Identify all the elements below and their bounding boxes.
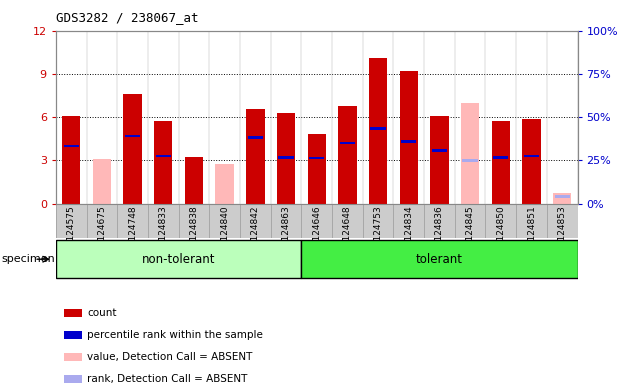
Text: GSM124748: GSM124748 xyxy=(128,205,137,260)
Bar xyxy=(248,136,263,139)
Text: GSM124575: GSM124575 xyxy=(66,205,76,260)
Bar xyxy=(430,116,448,204)
Bar xyxy=(524,155,539,157)
Text: GSM124646: GSM124646 xyxy=(312,205,321,260)
Bar xyxy=(93,159,111,204)
Bar xyxy=(64,309,82,316)
Text: specimen: specimen xyxy=(1,254,55,264)
Text: GDS3282 / 238067_at: GDS3282 / 238067_at xyxy=(56,12,198,25)
Text: GSM124851: GSM124851 xyxy=(527,205,536,260)
Bar xyxy=(154,121,173,204)
Text: GSM124838: GSM124838 xyxy=(189,205,199,260)
Text: tolerant: tolerant xyxy=(416,253,463,266)
Text: GSM124836: GSM124836 xyxy=(435,205,444,260)
Text: GSM124840: GSM124840 xyxy=(220,205,229,260)
Bar xyxy=(278,156,294,159)
Bar xyxy=(432,149,447,152)
Bar xyxy=(215,164,234,204)
Bar xyxy=(185,157,203,204)
Bar xyxy=(553,193,571,204)
Bar xyxy=(64,375,82,383)
Text: GSM124845: GSM124845 xyxy=(466,205,474,260)
Bar xyxy=(369,58,388,204)
Bar xyxy=(399,71,418,204)
Text: GSM124842: GSM124842 xyxy=(251,205,260,260)
Bar xyxy=(64,353,82,361)
Text: GSM124853: GSM124853 xyxy=(558,205,567,260)
Text: count: count xyxy=(87,308,117,318)
FancyBboxPatch shape xyxy=(56,240,301,278)
Bar xyxy=(340,142,355,144)
FancyBboxPatch shape xyxy=(301,240,578,278)
Text: GSM124850: GSM124850 xyxy=(496,205,505,260)
Text: non-tolerant: non-tolerant xyxy=(142,253,215,266)
Bar xyxy=(125,134,140,137)
Text: percentile rank within the sample: percentile rank within the sample xyxy=(87,330,263,340)
Bar xyxy=(277,113,295,204)
Text: GSM124833: GSM124833 xyxy=(159,205,168,260)
Bar xyxy=(522,119,541,204)
Bar xyxy=(461,103,479,204)
Bar xyxy=(309,157,324,159)
Text: GSM124675: GSM124675 xyxy=(97,205,106,260)
Text: GSM124863: GSM124863 xyxy=(281,205,291,260)
Bar xyxy=(64,331,82,339)
Text: GSM124753: GSM124753 xyxy=(374,205,383,260)
Bar xyxy=(493,156,509,159)
Text: rank, Detection Call = ABSENT: rank, Detection Call = ABSENT xyxy=(87,374,248,384)
Bar xyxy=(307,134,326,204)
Bar xyxy=(492,121,510,204)
Bar xyxy=(246,109,265,204)
Text: GSM124648: GSM124648 xyxy=(343,205,352,260)
Bar xyxy=(370,127,386,130)
Bar xyxy=(401,140,417,143)
Bar xyxy=(63,145,79,147)
Text: GSM124834: GSM124834 xyxy=(404,205,413,260)
Bar xyxy=(124,94,142,204)
Bar xyxy=(463,159,478,162)
Bar xyxy=(338,106,356,204)
Bar xyxy=(555,195,570,198)
Bar xyxy=(62,116,81,204)
Bar xyxy=(156,155,171,157)
Text: value, Detection Call = ABSENT: value, Detection Call = ABSENT xyxy=(87,352,253,362)
